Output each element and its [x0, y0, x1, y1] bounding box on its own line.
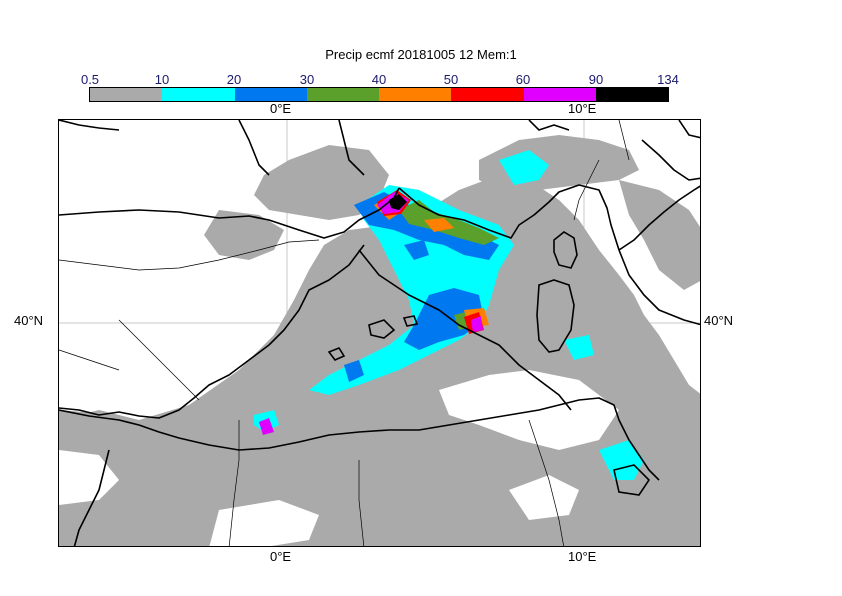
- colorbar-segment: [451, 88, 524, 101]
- dry-areas: [59, 370, 619, 546]
- menorca-outline: [402, 315, 419, 327]
- sardinia-outline: [536, 279, 575, 353]
- lon-label-bottom-10e: 10°E: [568, 549, 597, 564]
- islands: [327, 231, 651, 496]
- coastlines: [59, 120, 700, 546]
- colorbar-label: 90: [588, 72, 604, 87]
- map-canvas: [59, 120, 700, 546]
- colorbar-labels: 0.5 10 20 30 40 50 60 90 134: [0, 72, 842, 88]
- colorbar-segment: [234, 88, 307, 101]
- colorbar-label: 40: [371, 72, 387, 87]
- colorbar-segment: [595, 88, 668, 101]
- colorbar-segment: [523, 88, 596, 101]
- colorbar-segment: [379, 88, 452, 101]
- colorbar-segment: [162, 88, 235, 101]
- colorbar-label: 0.5: [80, 72, 100, 87]
- colorbar-label: 20: [226, 72, 242, 87]
- borders: [59, 120, 630, 546]
- ibiza-outline: [327, 347, 346, 361]
- precip-map: [58, 119, 701, 547]
- colorbar-segment: [306, 88, 379, 101]
- corsica-outline: [553, 231, 578, 269]
- lon-label-bottom-0e: 0°E: [270, 549, 292, 564]
- mallorca-outline: [368, 319, 396, 339]
- lon-label-top-10e: 10°E: [568, 101, 597, 116]
- colorbar-label: 10: [154, 72, 170, 87]
- lon-label-top-0e: 0°E: [270, 101, 292, 116]
- lat-label-left: 40°N: [14, 313, 44, 328]
- colorbar-label: 30: [299, 72, 315, 87]
- colorbar: [89, 87, 669, 102]
- map-title: Precip ecmf 20181005 12 Mem:1: [325, 47, 517, 62]
- sicily-outline: [613, 464, 651, 496]
- colorbar-label: 50: [443, 72, 459, 87]
- colorbar-label: 60: [515, 72, 531, 87]
- colorbar-label: 134: [657, 72, 679, 87]
- colorbar-segment: [90, 88, 163, 101]
- lat-label-right: 40°N: [704, 313, 734, 328]
